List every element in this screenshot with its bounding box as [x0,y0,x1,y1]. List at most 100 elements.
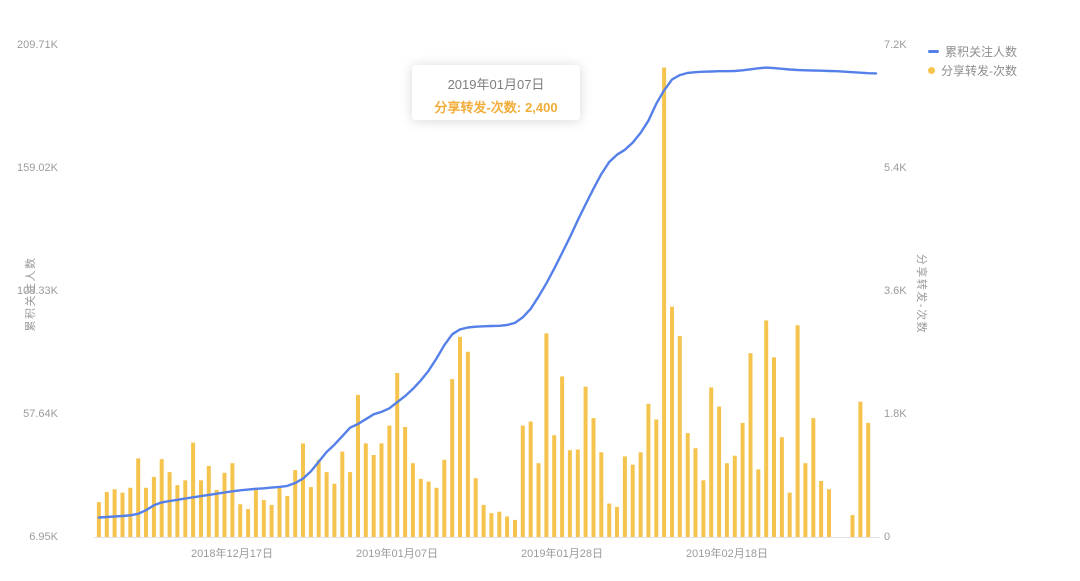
bar[interactable] [426,481,431,537]
bar[interactable] [685,433,690,537]
bar[interactable] [199,480,203,537]
bar[interactable] [371,455,376,537]
bar[interactable] [340,451,345,537]
bar[interactable] [230,463,235,537]
bar[interactable] [261,500,266,537]
bar[interactable] [764,320,769,537]
bar[interactable] [324,472,329,537]
bar[interactable] [175,485,180,537]
legend-item-followers[interactable]: 累积关注人数 [928,42,1017,61]
bar[interactable] [104,491,109,537]
bar[interactable] [238,504,243,537]
bar[interactable] [214,489,219,537]
bar[interactable] [159,459,164,537]
bar[interactable] [473,478,478,537]
bar[interactable] [646,403,651,538]
bar[interactable] [151,476,156,537]
bar[interactable] [544,333,549,537]
bar[interactable] [497,511,502,537]
bar[interactable] [552,435,557,537]
bar[interactable] [128,487,133,537]
bar[interactable] [293,470,298,537]
bar[interactable] [489,513,494,537]
legend-item-shares[interactable]: 分享转发-次数 [928,61,1017,80]
bar[interactable] [724,463,729,537]
bar[interactable] [787,492,792,537]
bar[interactable] [693,448,698,537]
bar[interactable] [654,419,659,538]
bar[interactable] [583,386,588,537]
bar[interactable] [819,481,824,537]
bar[interactable] [779,437,784,537]
bar[interactable] [756,469,761,537]
x-axis-tick-label: 2019年01月28日 [521,548,603,560]
bar[interactable] [560,376,565,537]
bar[interactable] [96,502,101,537]
bar[interactable] [183,480,188,537]
bar[interactable] [513,519,517,537]
bar[interactable] [528,421,533,538]
bar[interactable] [387,425,392,537]
bar[interactable] [136,458,141,537]
bar[interactable] [348,472,353,537]
bar[interactable] [677,336,682,537]
bar[interactable] [222,472,227,537]
bar[interactable] [379,443,384,537]
bar[interactable] [316,459,321,537]
bar[interactable] [450,379,455,537]
bar[interactable] [630,464,635,537]
bar[interactable] [434,487,439,537]
bar[interactable] [827,489,831,537]
bar[interactable] [465,351,470,537]
bar[interactable] [112,489,117,537]
bar[interactable] [772,357,776,537]
bar[interactable] [740,422,745,537]
trend-line[interactable] [97,66,878,519]
bar[interactable] [206,465,211,537]
bar[interactable] [246,509,251,537]
bar[interactable] [732,455,737,537]
bar[interactable] [253,488,258,538]
bar[interactable] [622,456,627,537]
bar[interactable] [748,353,753,537]
bar[interactable] [599,452,604,537]
bar[interactable] [866,422,871,537]
bar[interactable] [717,406,722,538]
bar[interactable] [332,483,337,537]
bar[interactable] [144,487,148,537]
bar[interactable] [850,515,855,537]
bar[interactable] [458,336,462,537]
bar[interactable] [670,306,674,537]
bar[interactable] [481,504,486,537]
bar[interactable] [701,480,706,537]
bar[interactable] [269,504,274,537]
bar[interactable] [858,401,863,537]
bar[interactable] [520,425,525,537]
bar[interactable] [591,418,596,537]
bar[interactable] [575,449,580,538]
bar[interactable] [418,478,423,537]
bar[interactable] [811,418,816,537]
bar[interactable] [167,472,172,537]
bar[interactable] [356,394,360,537]
bar[interactable] [795,325,800,537]
bar[interactable] [803,463,808,537]
bar[interactable] [607,503,612,538]
bar[interactable] [285,496,290,537]
bar[interactable] [442,459,447,537]
bar[interactable] [536,463,541,537]
bar[interactable] [403,427,408,537]
bar[interactable] [395,373,400,537]
bar[interactable] [410,463,415,537]
bar[interactable] [662,67,667,538]
bar[interactable] [638,452,643,537]
bar[interactable] [505,516,510,538]
bar[interactable] [301,443,305,537]
bar[interactable] [191,442,196,537]
bar[interactable] [277,487,282,537]
bar[interactable] [567,450,572,537]
bar[interactable] [615,506,619,537]
bar[interactable] [308,487,313,537]
bar[interactable] [709,387,714,537]
bar[interactable] [363,443,368,537]
